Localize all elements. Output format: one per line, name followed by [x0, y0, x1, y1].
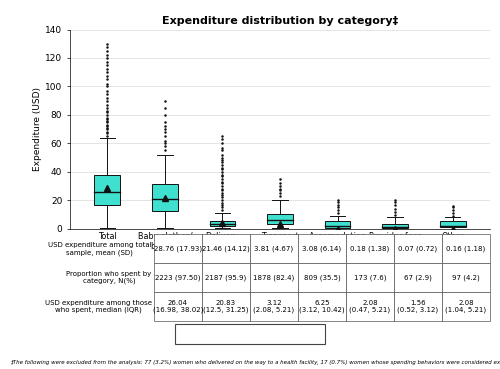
- Text: USD expenditure among total
sample, mean (SD): USD expenditure among total sample, mean…: [48, 242, 152, 255]
- Text: 809 (35.5): 809 (35.5): [304, 275, 341, 281]
- Text: ‡The following were excluded from the analysis: 77 (3.2%) women who delivered on: ‡The following were excluded from the an…: [10, 360, 500, 365]
- Text: Proportion who spent by
category, N(%): Proportion who spent by category, N(%): [66, 271, 152, 284]
- Text: 28.76 (17.93): 28.76 (17.93): [154, 245, 202, 252]
- FancyBboxPatch shape: [267, 214, 293, 224]
- Text: 6.25
(3.12, 10.42): 6.25 (3.12, 10.42): [299, 300, 345, 313]
- Text: 3.08 (6.14): 3.08 (6.14): [302, 245, 342, 252]
- FancyBboxPatch shape: [210, 221, 236, 226]
- Text: Outlier: Outlier: [209, 332, 234, 338]
- FancyBboxPatch shape: [382, 224, 408, 228]
- Text: 2223 (97.50): 2223 (97.50): [156, 275, 201, 281]
- Text: 2.08
(0.47, 5.21): 2.08 (0.47, 5.21): [350, 300, 391, 313]
- FancyBboxPatch shape: [440, 221, 466, 227]
- FancyBboxPatch shape: [324, 221, 350, 228]
- Text: 0.18 (1.38): 0.18 (1.38): [350, 245, 390, 252]
- Text: USD expenditure among those
who spent, median (IQR): USD expenditure among those who spent, m…: [44, 300, 152, 313]
- Title: Expenditure distribution by category‡: Expenditure distribution by category‡: [162, 16, 398, 26]
- Text: 97 (4.2): 97 (4.2): [452, 275, 480, 281]
- FancyBboxPatch shape: [152, 184, 178, 211]
- Text: 67 (2.9): 67 (2.9): [404, 275, 432, 281]
- Text: 26.04
(16.98, 38.02): 26.04 (16.98, 38.02): [153, 300, 203, 313]
- Text: 173 (7.6): 173 (7.6): [354, 275, 386, 281]
- Text: 20.83
(12.5, 31.25): 20.83 (12.5, 31.25): [203, 300, 249, 313]
- Text: Key: Key: [242, 327, 258, 336]
- Text: Mean: Mean: [284, 332, 304, 338]
- Text: 3.81 (4.67): 3.81 (4.67): [254, 245, 294, 252]
- Text: 0.16 (1.18): 0.16 (1.18): [446, 245, 486, 252]
- Text: 1.56
(0.52, 3.12): 1.56 (0.52, 3.12): [398, 300, 438, 313]
- Text: 0.07 (0.72): 0.07 (0.72): [398, 245, 438, 252]
- Y-axis label: Expenditure (USD): Expenditure (USD): [34, 87, 42, 171]
- Text: 3.12
(2.08, 5.21): 3.12 (2.08, 5.21): [254, 300, 294, 313]
- Text: 2.08
(1.04, 5.21): 2.08 (1.04, 5.21): [446, 300, 486, 313]
- Text: 1878 (82.4): 1878 (82.4): [254, 275, 294, 281]
- Text: 21.46 (14.12): 21.46 (14.12): [202, 245, 250, 252]
- FancyBboxPatch shape: [94, 175, 120, 205]
- Text: 2187 (95.9): 2187 (95.9): [206, 275, 246, 281]
